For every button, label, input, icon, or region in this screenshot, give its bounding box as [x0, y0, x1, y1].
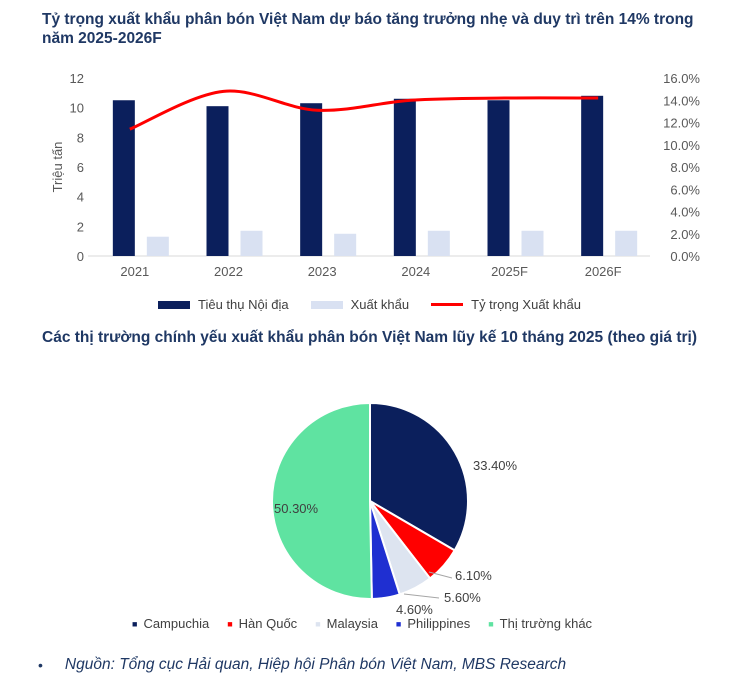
legend-label-hanquoc: Hàn Quốc — [238, 616, 298, 631]
leader-line — [403, 593, 440, 599]
y2-tick-label: 16.0% — [663, 71, 700, 86]
legend-swatch-export — [310, 300, 343, 309]
bar-export — [427, 230, 450, 256]
source-note: • Nguồn: Tổng cục Hải quan, Hiệp hội Phâ… — [38, 656, 566, 674]
pie-slice-h-n-qu-c — [369, 500, 457, 580]
bar-domestic — [300, 103, 323, 256]
leader-line — [428, 571, 453, 579]
bar-domestic — [206, 106, 229, 256]
y2-tick-label: 8.0% — [670, 160, 700, 175]
legend-item-share: Tỷ trọng Xuất khẩu — [431, 297, 581, 312]
legend-label-other: Thị trường khác — [499, 616, 593, 631]
y-tick-label: 12 — [70, 71, 84, 86]
chart1-legend: Tiêu thụ Nội địa Xuất khẩu Tỷ trọng Xuất… — [158, 297, 603, 312]
bar-export — [521, 230, 544, 256]
legend-label-malaysia: Malaysia — [326, 616, 378, 631]
x-tick-label: 2023 — [308, 264, 337, 279]
x-tick-label: 2026F — [585, 264, 622, 279]
y2-tick-label: 2.0% — [670, 227, 700, 242]
y-tick-label: 6 — [77, 160, 84, 175]
legend-marker-malaysia: ■ — [315, 618, 321, 629]
pie-slice-th-tr-ng-kh-c — [271, 401, 373, 600]
pie-slice-campuchia — [369, 401, 469, 552]
chart2-legend: ■ Campuchia ■ Hàn Quốc ■ Malaysia ■ Phil… — [132, 616, 610, 631]
bar-domestic — [112, 100, 135, 256]
y-axis-title: Triệu tấn — [50, 142, 65, 193]
legend-item-philippines: ■ Philippines — [396, 616, 470, 631]
slice-value-label: 4.60% — [396, 602, 433, 617]
legend-label-campuchia: Campuchia — [143, 616, 210, 631]
slice-value-label: 33.40% — [473, 458, 518, 473]
legend-item-domestic: Tiêu thụ Nội địa — [158, 297, 289, 312]
slice-value-label: 50.30% — [274, 501, 319, 516]
legend-item-campuchia: ■ Campuchia — [132, 616, 209, 631]
y-tick-label: 0 — [77, 249, 84, 264]
y-tick-label: 10 — [70, 101, 84, 116]
bar-export — [240, 230, 263, 256]
pie-slice-philippines — [369, 500, 401, 601]
y2-tick-label: 12.0% — [663, 116, 700, 131]
source-text: Nguồn: Tổng cục Hải quan, Hiệp hội Phân … — [64, 656, 567, 673]
bar-domestic — [581, 95, 604, 256]
legend-label-philippines: Philippines — [407, 616, 471, 631]
source-bullet: • — [38, 657, 43, 673]
y-tick-label: 4 — [77, 190, 84, 205]
y2-tick-label: 10.0% — [663, 138, 700, 153]
line-export-share — [129, 89, 599, 131]
legend-marker-campuchia: ■ — [132, 618, 138, 629]
x-tick-label: 2024 — [401, 264, 430, 279]
combo-chart: 0 2 4 6 8 10 12 0.0% 2.0% 4.0% 6.0% 8.0% 10.0% 12.0% 1… — [50, 71, 700, 279]
x-tick-label: 2025F — [491, 264, 528, 279]
chart2-title: Các thị trường chính yếu xuất khẩu phân … — [42, 329, 697, 346]
bar-export — [146, 236, 169, 256]
legend-marker-philippines: ■ — [395, 618, 402, 629]
legend-marker-other: ■ — [488, 618, 494, 629]
y2-tick-label: 6.0% — [670, 182, 700, 197]
y-tick-label: 2 — [77, 219, 84, 234]
bar-domestic — [393, 98, 416, 257]
x-tick-label: 2021 — [120, 264, 149, 279]
pie-slice-malaysia — [369, 500, 432, 596]
bar-export — [334, 233, 357, 256]
y-tick-label: 8 — [77, 130, 84, 145]
legend-item-malaysia: ■ Malaysia — [315, 616, 378, 631]
legend-label-domestic: Tiêu thụ Nội địa — [198, 297, 289, 312]
bar-export — [615, 230, 638, 256]
legend-item-hanquoc: ■ Hàn Quốc — [227, 616, 297, 631]
x-tick-label: 2022 — [214, 264, 243, 279]
slice-value-label: 6.10% — [455, 568, 492, 583]
slice-value-label: 5.60% — [444, 590, 481, 605]
legend-item-export: Xuất khẩu — [310, 297, 410, 312]
chart1-title: Tỷ trọng xuất khẩu phân bón Việt Nam dự … — [42, 11, 694, 47]
legend-swatch-domestic — [158, 300, 190, 309]
legend-label-share: Tỷ trọng Xuất khẩu — [471, 297, 581, 312]
y2-tick-label: 4.0% — [670, 205, 700, 220]
legend-item-other: ■ Thị trường khác — [488, 616, 592, 631]
legend-swatch-share — [431, 303, 464, 306]
bar-domestic — [487, 100, 510, 256]
legend-marker-hanquoc: ■ — [227, 618, 233, 629]
y2-tick-label: 0.0% — [670, 249, 700, 264]
legend-label-export: Xuất khẩu — [350, 297, 410, 312]
y2-tick-label: 14.0% — [663, 93, 700, 108]
